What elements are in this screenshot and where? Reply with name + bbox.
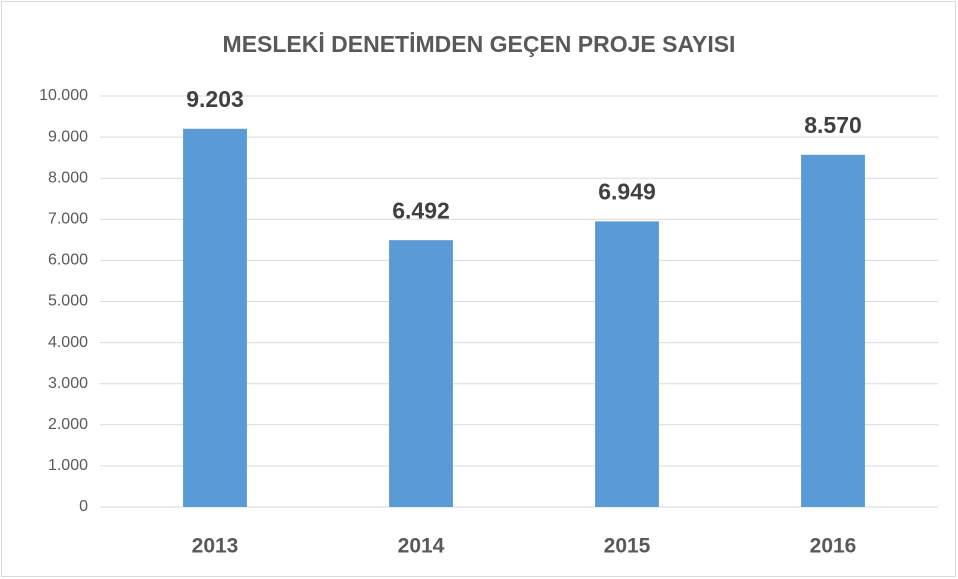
bar (389, 240, 453, 507)
x-tick-label: 2013 (192, 535, 239, 558)
y-tick-label: 8.000 (48, 169, 88, 186)
y-tick-label: 6.000 (48, 252, 88, 269)
bar (801, 154, 865, 507)
y-tick-label: 3.000 (48, 375, 88, 392)
value-label: 6.492 (392, 197, 450, 223)
x-tick-label: 2016 (810, 535, 857, 558)
chart-title: MESLEKİ DENETİMDEN GEÇEN PROJE SAYISI (223, 31, 736, 57)
y-tick-label: 2.000 (48, 416, 88, 433)
y-tick-label: 10.000 (39, 87, 88, 104)
value-label: 6.949 (598, 178, 656, 204)
value-label: 8.570 (804, 112, 862, 138)
y-tick-label: 4.000 (48, 334, 88, 351)
y-tick-label: 0 (79, 498, 88, 515)
y-tick-label: 9.000 (48, 128, 88, 145)
value-label: 9.203 (186, 86, 244, 112)
y-tick-label: 5.000 (48, 293, 88, 310)
x-tick-label: 2014 (398, 535, 445, 558)
bar (183, 128, 247, 507)
y-tick-label: 7.000 (48, 211, 88, 228)
y-tick-label: 1.000 (48, 457, 88, 474)
x-tick-label: 2015 (604, 535, 651, 558)
bar (595, 221, 659, 507)
